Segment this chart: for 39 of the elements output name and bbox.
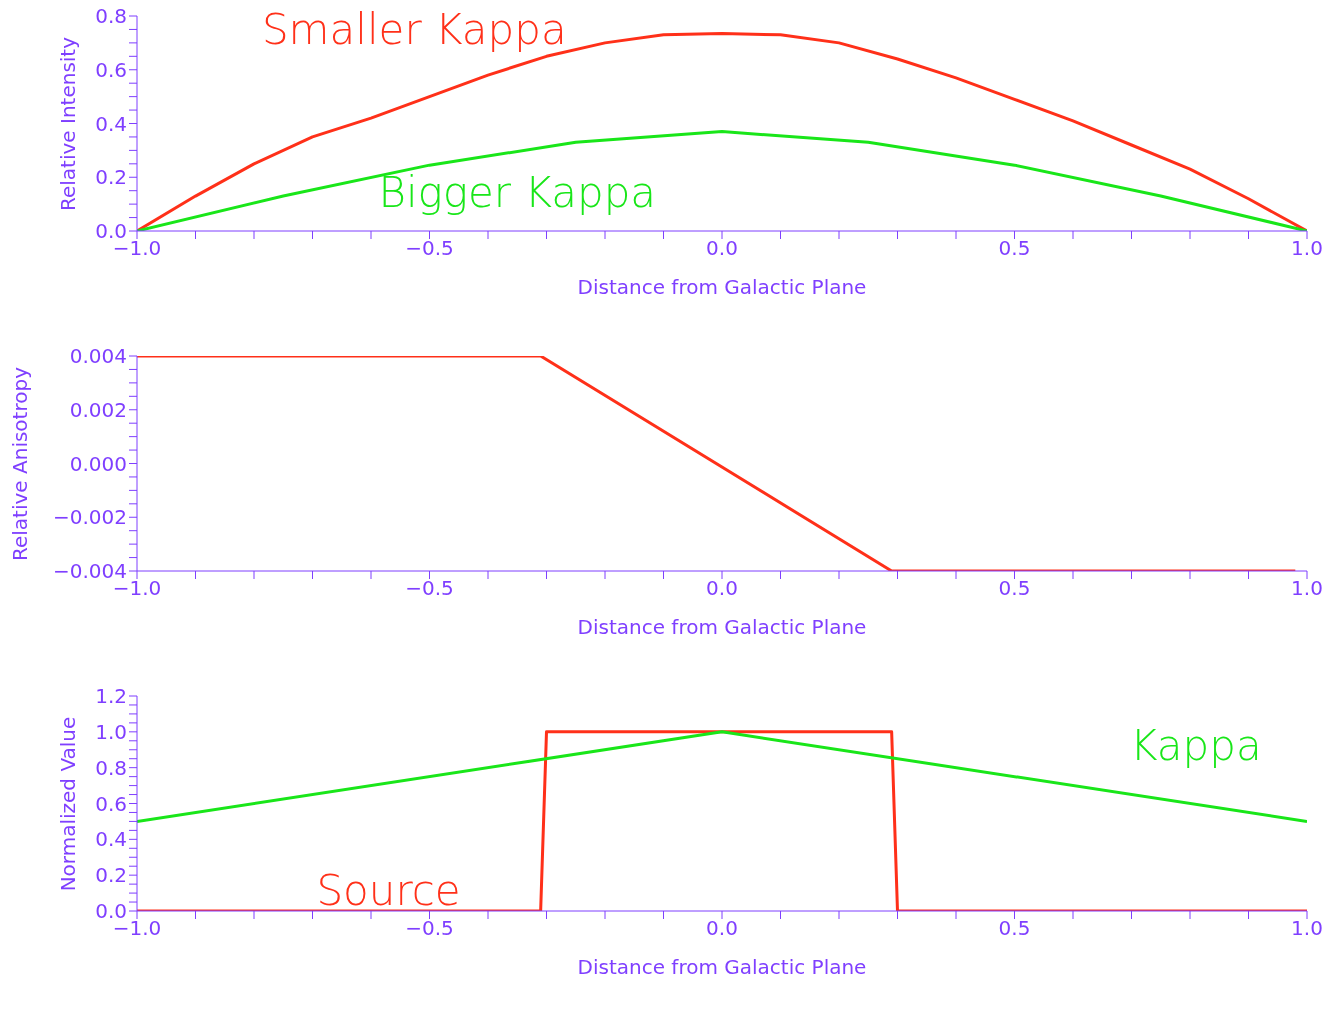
- x-tick-label: 0.5: [998, 236, 1031, 261]
- y-tick-label: 0.002: [69, 397, 127, 422]
- y-tick-label: 0.2: [95, 165, 127, 190]
- y-tick-label: 0.6: [95, 57, 127, 82]
- x-axis-title: Distance from Galactic Plane: [576, 275, 868, 299]
- series-label: Smaller Kappa: [261, 4, 567, 54]
- y-axis-title: Normalized Value: [56, 716, 80, 891]
- y-tick-label: 0.2: [95, 863, 127, 888]
- x-tick-label: −0.5: [405, 916, 454, 941]
- y-tick-label: 0.0: [95, 219, 127, 244]
- x-tick-label: 0.0: [706, 236, 738, 261]
- y-tick-label: 0.000: [69, 451, 127, 476]
- y-tick-label: 0.004: [69, 344, 127, 369]
- y-tick-label: 0.8: [95, 4, 127, 29]
- y-tick-label: 0.4: [95, 111, 127, 136]
- series-label: Source: [316, 865, 461, 914]
- y-tick-label: 1.0: [95, 719, 127, 744]
- x-tick-label: 1.0: [1291, 916, 1323, 941]
- x-tick-label: 1.0: [1291, 236, 1323, 261]
- y-axis-title: Relative Anisotropy: [8, 366, 32, 561]
- series-label: Bigger Kappa: [378, 167, 657, 217]
- x-axis-title: Distance from Galactic Plane: [576, 955, 868, 979]
- y-tick-label: 0.8: [95, 755, 127, 780]
- x-tick-label: 0.0: [706, 576, 738, 601]
- y-tick-label: 1.2: [95, 684, 127, 709]
- x-axis-title: Distance from Galactic Plane: [576, 615, 868, 639]
- y-axis-title: Relative Intensity: [56, 36, 80, 211]
- y-tick-label: 0.0: [95, 899, 127, 924]
- y-tick-label: −0.002: [52, 505, 127, 530]
- x-tick-label: 0.0: [706, 916, 738, 941]
- y-tick-label: −0.004: [52, 559, 127, 584]
- x-tick-label: −0.5: [405, 236, 454, 261]
- x-tick-label: 0.5: [998, 916, 1031, 941]
- series-label: Kappa: [1130, 720, 1262, 770]
- x-tick-label: 0.5: [998, 576, 1031, 601]
- x-tick-label: 1.0: [1291, 576, 1323, 601]
- y-tick-label: 0.6: [95, 791, 127, 816]
- x-tick-label: −0.5: [405, 576, 454, 601]
- y-tick-label: 0.4: [95, 827, 127, 852]
